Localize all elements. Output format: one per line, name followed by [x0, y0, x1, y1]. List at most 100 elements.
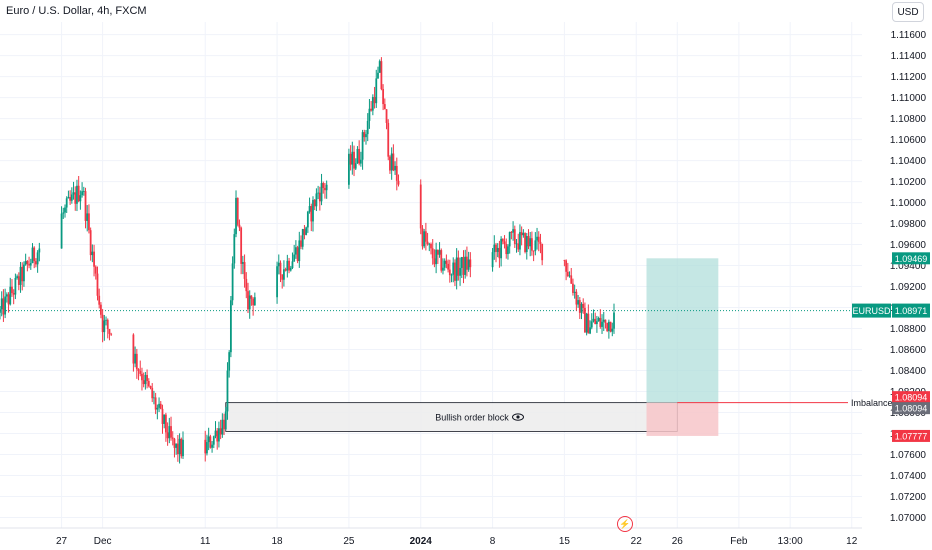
candle-body: [501, 238, 504, 242]
candle-body: [238, 224, 241, 228]
candle-body: [495, 244, 497, 252]
price-tick-label: 1.11000: [891, 93, 927, 104]
candle-body: [98, 295, 101, 305]
candle-body: [469, 259, 472, 268]
candle-body: [248, 295, 251, 310]
candle-body: [212, 436, 215, 445]
price-tick-label: 1.09600: [890, 240, 927, 251]
candle-body: [286, 260, 289, 271]
candle-body: [312, 199, 314, 222]
long-position-target-zone[interactable]: [646, 258, 719, 403]
candle-body: [361, 132, 364, 160]
candle-body: [464, 256, 467, 275]
candle-body: [443, 260, 446, 268]
price-tick-label: 1.08800: [890, 324, 927, 335]
candle-body: [243, 262, 246, 279]
time-tick-label: 11: [200, 536, 211, 547]
candle-body: [218, 428, 220, 442]
candle-body: [383, 104, 386, 110]
candle-body: [385, 109, 388, 123]
candle-body: [392, 153, 395, 171]
price-tick-label: 1.11600: [891, 30, 927, 41]
time-tick-label: 26: [672, 536, 684, 547]
candle-body: [525, 236, 528, 252]
candle-body: [512, 229, 514, 233]
candle-body: [378, 61, 381, 73]
candle-body: [520, 232, 523, 236]
candle-body: [103, 320, 106, 333]
candle-body: [349, 153, 352, 165]
time-tick-label: 25: [343, 536, 355, 547]
candle-body: [324, 187, 326, 191]
candle-body: [293, 254, 296, 262]
candle-body: [570, 275, 573, 284]
candle-body: [89, 230, 92, 256]
candle-body: [517, 243, 520, 250]
candle-body: [245, 278, 248, 292]
candle-body: [247, 291, 249, 310]
candle-body: [91, 251, 94, 256]
candle-body: [587, 313, 590, 334]
long-position-stop-zone[interactable]: [646, 402, 719, 436]
candle-body: [419, 184, 422, 229]
eye-outline: [512, 413, 524, 421]
time-tick-label: 12: [846, 536, 858, 547]
candle-body: [606, 322, 609, 331]
candle-body: [149, 385, 152, 388]
candle-body: [101, 314, 104, 333]
currency-button[interactable]: USD: [892, 2, 924, 22]
candle-body: [306, 211, 309, 228]
order-block-zone[interactable]: [225, 402, 678, 432]
candle-body: [515, 243, 518, 245]
candle-body: [79, 195, 82, 202]
candle-body: [493, 244, 496, 253]
candle-body: [592, 318, 595, 322]
candle-body: [611, 328, 614, 332]
candle-body: [582, 303, 585, 308]
candle-body: [64, 207, 66, 213]
candle-body: [531, 238, 533, 251]
candle-body: [17, 276, 20, 285]
candle-body: [231, 263, 234, 301]
candle-body: [325, 184, 328, 191]
price-tag-bg: [892, 252, 930, 265]
candle-body: [310, 206, 313, 222]
candle-body: [206, 442, 208, 454]
time-tick-label: 15: [559, 536, 571, 547]
candle-body: [33, 247, 36, 262]
candle-body: [568, 275, 571, 277]
candle-body: [277, 262, 280, 267]
time-tick-label: 2024: [410, 536, 433, 547]
time-axis: 27 Dec 11 18 25 2024 8 15 22 26 Feb 13:00 12: [56, 536, 858, 547]
candle-body: [154, 397, 157, 410]
candle-body: [596, 321, 598, 325]
price-tick-label: 1.10800: [890, 114, 927, 125]
candle-body: [541, 243, 544, 261]
candle-body: [371, 97, 374, 111]
eye-icon[interactable]: [512, 413, 524, 421]
candle-body: [144, 374, 147, 385]
candle-body: [537, 236, 540, 242]
candle-body: [35, 261, 37, 265]
candle-body: [390, 153, 393, 171]
candle-body: [438, 250, 441, 255]
candle-body: [607, 321, 610, 331]
candle-body: [5, 294, 8, 297]
candle-body: [363, 132, 366, 138]
candle-body: [0, 309, 1, 313]
candle-body: [313, 199, 316, 207]
candle-body: [142, 380, 145, 385]
candle-body: [426, 241, 429, 245]
candle-body: [72, 192, 75, 195]
candle-body: [11, 286, 13, 294]
time-tick-label: 8: [490, 536, 496, 547]
chart-title: Euro / U.S. Dollar, 4h, FXCM: [6, 5, 147, 17]
time-tick-label: 27: [56, 536, 68, 547]
lightning-bolt-icon[interactable]: ⚡: [617, 516, 633, 532]
price-tick-label: 1.10600: [890, 135, 927, 146]
candle-body: [298, 240, 301, 262]
candle-body: [252, 298, 255, 306]
candle-body: [317, 192, 320, 194]
candle-body: [229, 300, 232, 353]
